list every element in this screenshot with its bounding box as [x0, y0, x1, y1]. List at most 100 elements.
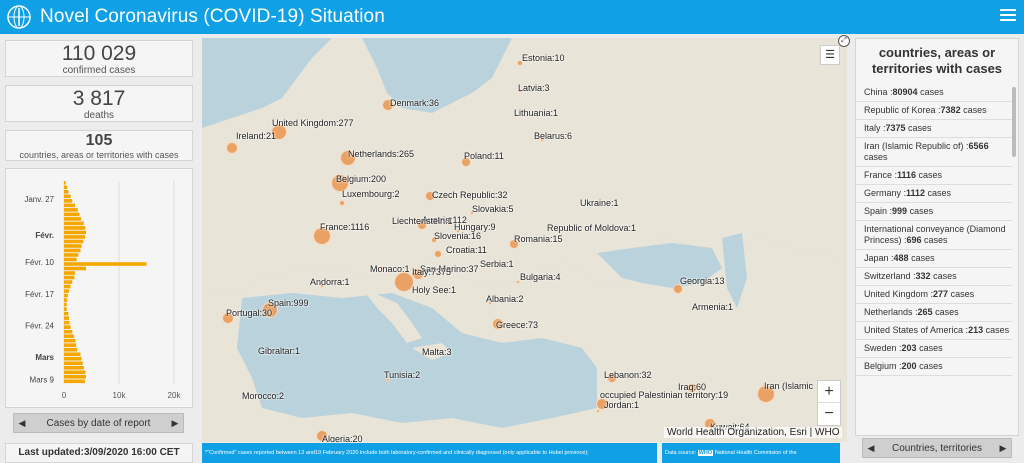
daily-bar[interactable] [64, 289, 69, 293]
next-arrow-icon[interactable]: ▶ [999, 442, 1007, 453]
case-bubble[interactable] [483, 268, 485, 270]
case-bubble[interactable] [316, 430, 328, 442]
country-list-item[interactable]: Switzerland :332 cases [856, 268, 1012, 286]
country-list-item[interactable]: Republic of Korea :7382 cases [856, 102, 1012, 120]
daily-bar[interactable] [64, 221, 84, 226]
country-list-item[interactable]: Japan :488 cases [856, 250, 1012, 268]
daily-bar[interactable] [64, 239, 84, 244]
daily-bar[interactable] [64, 262, 147, 266]
case-bubble[interactable] [415, 289, 417, 291]
daily-bar[interactable] [64, 199, 73, 203]
case-bubble[interactable] [222, 312, 234, 324]
hamburger-menu-icon[interactable] [1000, 6, 1016, 22]
daily-bar[interactable] [64, 212, 80, 217]
daily-bar[interactable] [64, 203, 75, 208]
case-bubble[interactable] [386, 378, 390, 382]
case-bubble[interactable] [434, 250, 442, 258]
country-list-item[interactable]: Spain :999 cases [856, 203, 1012, 221]
case-bubble[interactable] [757, 385, 775, 403]
country-list-item[interactable]: China :80904 cases [856, 84, 1012, 102]
daily-bar[interactable] [64, 370, 86, 375]
daily-bar[interactable] [64, 293, 68, 298]
case-bubble[interactable] [509, 239, 519, 249]
daily-bar[interactable] [64, 271, 75, 275]
daily-bar[interactable] [64, 374, 86, 379]
case-bubble[interactable] [380, 266, 384, 270]
daily-bar[interactable] [64, 235, 85, 239]
case-bubble[interactable] [394, 272, 414, 292]
daily-bar[interactable] [64, 217, 82, 221]
map-view[interactable]: Estonia:10 Latvia:3 Lithuania:1 Denmark:36 B… [202, 38, 847, 442]
daily-bar[interactable] [64, 347, 78, 352]
prev-arrow-icon[interactable]: ◀ [867, 442, 875, 453]
country-list-item[interactable]: Sweden :203 cases [856, 340, 1012, 358]
case-bubble[interactable] [424, 352, 428, 356]
legend-list-icon[interactable]: ☰ [820, 45, 840, 65]
daily-bar[interactable] [64, 325, 71, 329]
case-bubble[interactable] [271, 124, 287, 140]
case-bubble[interactable] [226, 142, 238, 154]
daily-bar[interactable] [64, 356, 82, 361]
prev-arrow-icon[interactable]: ◀ [18, 417, 26, 428]
daily-bar[interactable] [64, 226, 86, 230]
daily-bar[interactable] [64, 275, 75, 280]
source-who[interactable]: WHO [697, 450, 714, 456]
case-bubble[interactable] [313, 227, 331, 245]
daily-bar[interactable] [64, 266, 86, 271]
daily-bar[interactable] [64, 311, 69, 316]
daily-bar[interactable] [64, 316, 69, 320]
daily-bar[interactable] [64, 284, 71, 289]
case-bubble[interactable] [673, 284, 683, 294]
case-bubble[interactable] [461, 157, 471, 167]
country-list-item[interactable]: Iran (Islamic Republic of) :6566 cases [856, 138, 1012, 167]
case-bubble[interactable] [687, 383, 697, 393]
country-list-item[interactable]: Belgium :200 cases [856, 358, 1012, 376]
case-bubble[interactable] [425, 191, 435, 201]
country-list-item[interactable]: Italy :7375 cases [856, 120, 1012, 138]
daily-bar[interactable] [64, 343, 77, 348]
case-bubble[interactable] [265, 353, 267, 355]
country-list-item[interactable]: France :1116 cases [856, 167, 1012, 185]
daily-bar[interactable] [64, 208, 78, 212]
daily-bar[interactable] [64, 298, 68, 302]
case-bubble[interactable] [320, 284, 324, 288]
zoom-out-button[interactable]: − [824, 405, 834, 422]
country-list-item[interactable]: United Kingdom :277 cases [856, 286, 1012, 304]
case-bubble[interactable] [516, 280, 520, 284]
daily-bar[interactable] [64, 361, 83, 366]
daily-bar[interactable] [64, 352, 81, 357]
daily-bar[interactable] [64, 329, 73, 334]
daily-bar[interactable] [64, 280, 73, 284]
daily-bar[interactable] [64, 379, 85, 384]
daily-bar[interactable] [64, 307, 67, 311]
daily-bar[interactable] [64, 302, 67, 307]
daily-bar[interactable] [64, 181, 66, 185]
daily-bar[interactable] [64, 338, 76, 343]
daily-bar[interactable] [64, 190, 69, 194]
daily-bar[interactable] [64, 244, 82, 248]
case-bubble[interactable] [470, 211, 474, 215]
daily-bar[interactable] [64, 257, 77, 262]
case-bubble[interactable] [431, 237, 437, 243]
daily-bar[interactable] [64, 248, 81, 253]
case-bubble[interactable] [607, 373, 617, 383]
case-bubble[interactable] [596, 409, 600, 413]
case-bubble[interactable] [513, 117, 515, 119]
next-arrow-icon[interactable]: ▶ [171, 417, 179, 428]
case-bubble[interactable] [456, 229, 460, 233]
case-bubble[interactable] [382, 99, 394, 111]
daily-bar[interactable] [64, 334, 74, 338]
case-bubble[interactable] [546, 237, 548, 239]
expand-icon[interactable]: ⤢ [838, 35, 850, 47]
daily-bar[interactable] [64, 185, 68, 190]
daily-bar[interactable] [64, 320, 70, 325]
case-bubble[interactable] [488, 301, 492, 305]
case-bubble[interactable] [340, 150, 356, 166]
case-bubble[interactable] [247, 399, 249, 401]
case-bubble[interactable] [575, 205, 577, 207]
case-bubble[interactable] [393, 227, 395, 229]
daily-bar[interactable] [64, 253, 79, 257]
case-bubble[interactable] [339, 200, 345, 206]
case-bubble[interactable] [517, 60, 523, 66]
country-list-scrollbar[interactable] [1012, 87, 1016, 157]
